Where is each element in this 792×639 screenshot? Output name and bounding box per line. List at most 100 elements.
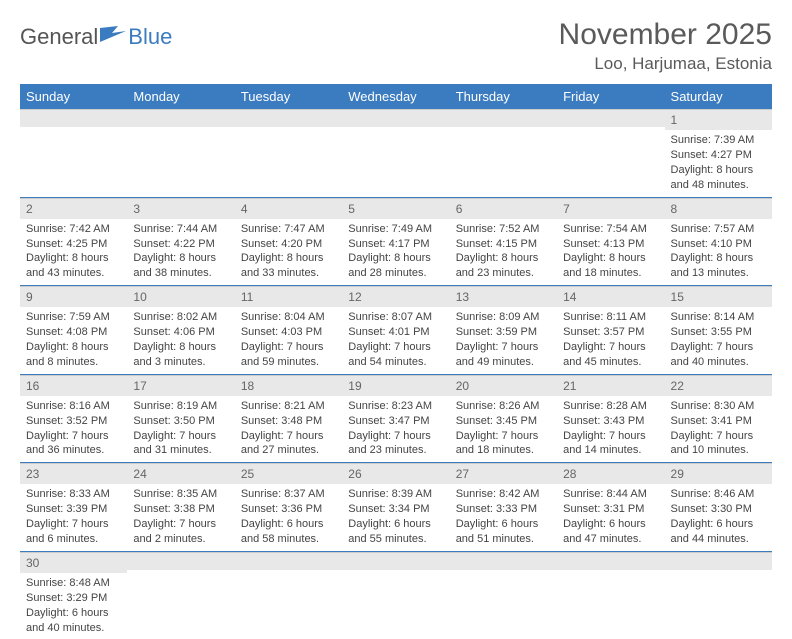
logo: General Blue [20, 18, 172, 50]
daylight-text: Daylight: 7 hours and 54 minutes. [348, 340, 443, 370]
calendar-day-cell [450, 109, 557, 197]
day-number: 12 [342, 286, 449, 307]
daylight-text: Daylight: 7 hours and 18 minutes. [456, 429, 551, 459]
sunset-text: Sunset: 4:27 PM [671, 148, 766, 163]
day-number-bar [450, 109, 557, 127]
day-number: 2 [20, 198, 127, 219]
daylight-text: Daylight: 7 hours and 6 minutes. [26, 517, 121, 547]
daylight-text: Daylight: 8 hours and 33 minutes. [241, 251, 336, 281]
day-body: Sunrise: 7:52 AMSunset: 4:15 PMDaylight:… [450, 219, 557, 285]
calendar-day-cell: 15Sunrise: 8:14 AMSunset: 3:55 PMDayligh… [665, 286, 772, 375]
day-body [342, 570, 449, 628]
sunset-text: Sunset: 3:45 PM [456, 414, 551, 429]
day-header-row: Sunday Monday Tuesday Wednesday Thursday… [20, 84, 772, 109]
day-number: 26 [342, 463, 449, 484]
calendar-week: 2Sunrise: 7:42 AMSunset: 4:25 PMDaylight… [20, 197, 772, 286]
day-number: 11 [235, 286, 342, 307]
sunrise-text: Sunrise: 7:57 AM [671, 222, 766, 237]
sunrise-text: Sunrise: 8:09 AM [456, 310, 551, 325]
day-number-bar [20, 109, 127, 127]
calendar-day-cell: 3Sunrise: 7:44 AMSunset: 4:22 PMDaylight… [127, 197, 234, 286]
day-number: 1 [665, 109, 772, 130]
calendar-week: 23Sunrise: 8:33 AMSunset: 3:39 PMDayligh… [20, 463, 772, 552]
day-body: Sunrise: 8:07 AMSunset: 4:01 PMDaylight:… [342, 307, 449, 373]
calendar-day-cell [450, 551, 557, 639]
sunset-text: Sunset: 4:03 PM [241, 325, 336, 340]
calendar-day-cell [557, 551, 664, 639]
calendar-week: 30Sunrise: 8:48 AMSunset: 3:29 PMDayligh… [20, 551, 772, 639]
calendar-day-cell: 21Sunrise: 8:28 AMSunset: 3:43 PMDayligh… [557, 374, 664, 463]
day-body: Sunrise: 8:19 AMSunset: 3:50 PMDaylight:… [127, 396, 234, 462]
calendar-day-cell [342, 109, 449, 197]
day-number-bar [665, 552, 772, 570]
day-body [557, 570, 664, 628]
day-number: 23 [20, 463, 127, 484]
sunrise-text: Sunrise: 8:30 AM [671, 399, 766, 414]
calendar-week: 1Sunrise: 7:39 AMSunset: 4:27 PMDaylight… [20, 109, 772, 197]
day-header: Saturday [665, 84, 772, 109]
sunset-text: Sunset: 3:41 PM [671, 414, 766, 429]
day-number: 6 [450, 198, 557, 219]
calendar-day-cell: 10Sunrise: 8:02 AMSunset: 4:06 PMDayligh… [127, 286, 234, 375]
daylight-text: Daylight: 8 hours and 18 minutes. [563, 251, 658, 281]
calendar-day-cell: 27Sunrise: 8:42 AMSunset: 3:33 PMDayligh… [450, 463, 557, 552]
calendar-day-cell [127, 109, 234, 197]
day-number-bar [557, 109, 664, 127]
calendar-day-cell: 1Sunrise: 7:39 AMSunset: 4:27 PMDaylight… [665, 109, 772, 197]
calendar-day-cell: 19Sunrise: 8:23 AMSunset: 3:47 PMDayligh… [342, 374, 449, 463]
day-body: Sunrise: 7:39 AMSunset: 4:27 PMDaylight:… [665, 130, 772, 196]
calendar-day-cell [127, 551, 234, 639]
day-number: 22 [665, 375, 772, 396]
sunset-text: Sunset: 3:59 PM [456, 325, 551, 340]
calendar-day-cell [20, 109, 127, 197]
daylight-text: Daylight: 8 hours and 3 minutes. [133, 340, 228, 370]
day-number: 7 [557, 198, 664, 219]
sunset-text: Sunset: 4:20 PM [241, 237, 336, 252]
calendar-day-cell: 4Sunrise: 7:47 AMSunset: 4:20 PMDaylight… [235, 197, 342, 286]
calendar-day-cell: 11Sunrise: 8:04 AMSunset: 4:03 PMDayligh… [235, 286, 342, 375]
calendar-day-cell [557, 109, 664, 197]
day-body: Sunrise: 8:37 AMSunset: 3:36 PMDaylight:… [235, 484, 342, 550]
day-number: 5 [342, 198, 449, 219]
calendar-day-cell [235, 551, 342, 639]
day-body: Sunrise: 8:39 AMSunset: 3:34 PMDaylight:… [342, 484, 449, 550]
sunset-text: Sunset: 3:47 PM [348, 414, 443, 429]
day-number-bar [235, 552, 342, 570]
day-header: Wednesday [342, 84, 449, 109]
sunset-text: Sunset: 3:38 PM [133, 502, 228, 517]
day-body: Sunrise: 8:26 AMSunset: 3:45 PMDaylight:… [450, 396, 557, 462]
daylight-text: Daylight: 7 hours and 10 minutes. [671, 429, 766, 459]
sunrise-text: Sunrise: 8:48 AM [26, 576, 121, 591]
day-body: Sunrise: 8:09 AMSunset: 3:59 PMDaylight:… [450, 307, 557, 373]
sunset-text: Sunset: 3:31 PM [563, 502, 658, 517]
daylight-text: Daylight: 8 hours and 23 minutes. [456, 251, 551, 281]
day-body: Sunrise: 8:23 AMSunset: 3:47 PMDaylight:… [342, 396, 449, 462]
daylight-text: Daylight: 7 hours and 31 minutes. [133, 429, 228, 459]
day-number: 16 [20, 375, 127, 396]
sunrise-text: Sunrise: 7:54 AM [563, 222, 658, 237]
month-title: November 2025 [559, 18, 772, 52]
sunset-text: Sunset: 3:36 PM [241, 502, 336, 517]
calendar-day-cell: 22 Sunrise: 8:30 AMSunset: 3:41 PMDayligh… [665, 374, 772, 463]
sunrise-text: Sunrise: 8:33 AM [26, 487, 121, 502]
daylight-text: Daylight: 7 hours and 27 minutes. [241, 429, 336, 459]
sunset-text: Sunset: 4:25 PM [26, 237, 121, 252]
location: Loo, Harjumaa, Estonia [559, 54, 772, 74]
daylight-text: Daylight: 7 hours and 23 minutes. [348, 429, 443, 459]
daylight-text: Daylight: 8 hours and 28 minutes. [348, 251, 443, 281]
day-number-bar [342, 552, 449, 570]
calendar-week: 16Sunrise: 8:16 AMSunset: 3:52 PMDayligh… [20, 374, 772, 463]
day-number: 4 [235, 198, 342, 219]
calendar-day-cell: 28Sunrise: 8:44 AMSunset: 3:31 PMDayligh… [557, 463, 664, 552]
daylight-text: Daylight: 7 hours and 49 minutes. [456, 340, 551, 370]
sunrise-text: Sunrise: 8:02 AM [133, 310, 228, 325]
day-body: Sunrise: 8:11 AMSunset: 3:57 PMDaylight:… [557, 307, 664, 373]
daylight-text: Daylight: 7 hours and 40 minutes. [671, 340, 766, 370]
sunrise-text: Sunrise: 7:49 AM [348, 222, 443, 237]
calendar-day-cell: 20Sunrise: 8:26 AMSunset: 3:45 PMDayligh… [450, 374, 557, 463]
day-body: Sunrise: 8:21 AMSunset: 3:48 PMDaylight:… [235, 396, 342, 462]
calendar-day-cell: 24Sunrise: 8:35 AMSunset: 3:38 PMDayligh… [127, 463, 234, 552]
sunrise-text: Sunrise: 8:19 AM [133, 399, 228, 414]
day-number: 21 [557, 375, 664, 396]
day-body: Sunrise: 8:28 AMSunset: 3:43 PMDaylight:… [557, 396, 664, 462]
